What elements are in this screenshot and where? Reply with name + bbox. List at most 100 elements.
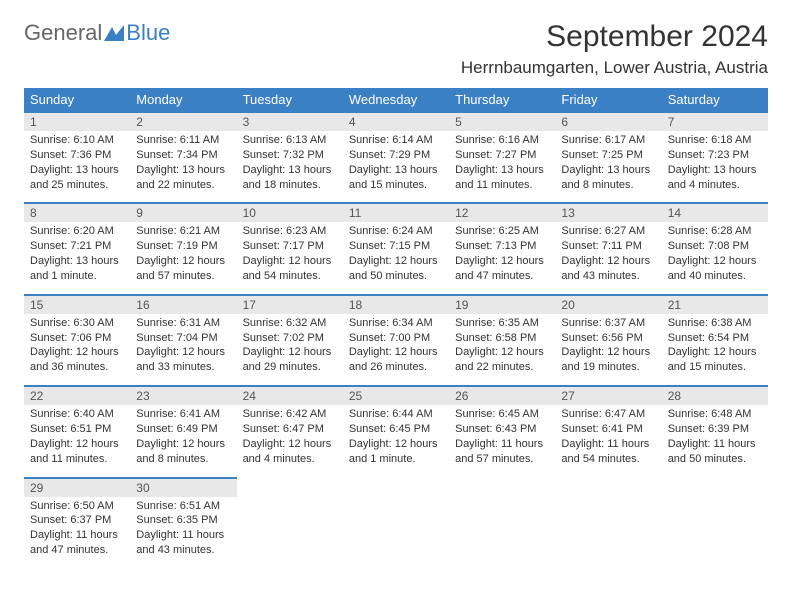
day-number: 6: [555, 113, 661, 131]
day-details: Sunrise: 6:48 AMSunset: 6:39 PMDaylight:…: [662, 405, 768, 476]
sunset-text: Sunset: 7:32 PM: [243, 148, 337, 163]
calendar-day-cell: 2Sunrise: 6:11 AMSunset: 7:34 PMDaylight…: [130, 112, 236, 203]
sunset-text: Sunset: 7:15 PM: [349, 239, 443, 254]
day-of-week-header: Wednesday: [343, 88, 449, 112]
sunrise-text: Sunrise: 6:13 AM: [243, 133, 337, 148]
title-block: September 2024 Herrnbaumgarten, Lower Au…: [461, 20, 768, 78]
day-number: 10: [237, 204, 343, 222]
daylight-text: Daylight: 12 hours and 15 minutes.: [668, 345, 762, 375]
sunset-text: Sunset: 6:43 PM: [455, 422, 549, 437]
calendar-day-cell: 10Sunrise: 6:23 AMSunset: 7:17 PMDayligh…: [237, 203, 343, 294]
sunset-text: Sunset: 6:45 PM: [349, 422, 443, 437]
day-details: Sunrise: 6:21 AMSunset: 7:19 PMDaylight:…: [130, 222, 236, 293]
daylight-text: Daylight: 13 hours and 8 minutes.: [561, 163, 655, 193]
calendar-day-cell: 1Sunrise: 6:10 AMSunset: 7:36 PMDaylight…: [24, 112, 130, 203]
daylight-text: Daylight: 12 hours and 11 minutes.: [30, 437, 124, 467]
daylight-text: Daylight: 12 hours and 54 minutes.: [243, 254, 337, 284]
day-details: Sunrise: 6:32 AMSunset: 7:02 PMDaylight:…: [237, 314, 343, 385]
sunset-text: Sunset: 6:58 PM: [455, 331, 549, 346]
header: General Blue September 2024 Herrnbaumgar…: [24, 20, 768, 78]
calendar-day-cell: 12Sunrise: 6:25 AMSunset: 7:13 PMDayligh…: [449, 203, 555, 294]
day-details: Sunrise: 6:45 AMSunset: 6:43 PMDaylight:…: [449, 405, 555, 476]
sunrise-text: Sunrise: 6:20 AM: [30, 224, 124, 239]
day-number: 21: [662, 296, 768, 314]
day-of-week-header: Monday: [130, 88, 236, 112]
day-number: 4: [343, 113, 449, 131]
day-details: Sunrise: 6:47 AMSunset: 6:41 PMDaylight:…: [555, 405, 661, 476]
sunrise-text: Sunrise: 6:37 AM: [561, 316, 655, 331]
calendar-day-cell: 30Sunrise: 6:51 AMSunset: 6:35 PMDayligh…: [130, 478, 236, 568]
day-number: 9: [130, 204, 236, 222]
calendar-week-row: 22Sunrise: 6:40 AMSunset: 6:51 PMDayligh…: [24, 386, 768, 477]
logo-text-general: General: [24, 20, 102, 46]
sunrise-text: Sunrise: 6:48 AM: [668, 407, 762, 422]
calendar-day-cell: 5Sunrise: 6:16 AMSunset: 7:27 PMDaylight…: [449, 112, 555, 203]
day-details: Sunrise: 6:20 AMSunset: 7:21 PMDaylight:…: [24, 222, 130, 293]
calendar-day-cell: 6Sunrise: 6:17 AMSunset: 7:25 PMDaylight…: [555, 112, 661, 203]
sunset-text: Sunset: 6:37 PM: [30, 513, 124, 528]
sunset-text: Sunset: 6:39 PM: [668, 422, 762, 437]
day-number: 29: [24, 479, 130, 497]
sunrise-text: Sunrise: 6:42 AM: [243, 407, 337, 422]
day-number: 2: [130, 113, 236, 131]
day-details: Sunrise: 6:37 AMSunset: 6:56 PMDaylight:…: [555, 314, 661, 385]
month-title: September 2024: [461, 20, 768, 54]
day-number: 3: [237, 113, 343, 131]
sunset-text: Sunset: 6:47 PM: [243, 422, 337, 437]
daylight-text: Daylight: 12 hours and 40 minutes.: [668, 254, 762, 284]
sunset-text: Sunset: 7:06 PM: [30, 331, 124, 346]
day-number: 28: [662, 387, 768, 405]
day-details: Sunrise: 6:42 AMSunset: 6:47 PMDaylight:…: [237, 405, 343, 476]
sunrise-text: Sunrise: 6:34 AM: [349, 316, 443, 331]
daylight-text: Daylight: 12 hours and 43 minutes.: [561, 254, 655, 284]
day-number: 20: [555, 296, 661, 314]
sunrise-text: Sunrise: 6:21 AM: [136, 224, 230, 239]
day-details: Sunrise: 6:16 AMSunset: 7:27 PMDaylight:…: [449, 131, 555, 202]
daylight-text: Daylight: 12 hours and 26 minutes.: [349, 345, 443, 375]
sunrise-text: Sunrise: 6:50 AM: [30, 499, 124, 514]
day-number: 16: [130, 296, 236, 314]
calendar-day-cell: 23Sunrise: 6:41 AMSunset: 6:49 PMDayligh…: [130, 386, 236, 477]
day-number: 12: [449, 204, 555, 222]
sunrise-text: Sunrise: 6:14 AM: [349, 133, 443, 148]
day-details: Sunrise: 6:28 AMSunset: 7:08 PMDaylight:…: [662, 222, 768, 293]
calendar-day-cell: 14Sunrise: 6:28 AMSunset: 7:08 PMDayligh…: [662, 203, 768, 294]
logo-mark-icon: [104, 25, 124, 41]
day-number: 5: [449, 113, 555, 131]
calendar-day-cell: 11Sunrise: 6:24 AMSunset: 7:15 PMDayligh…: [343, 203, 449, 294]
sunset-text: Sunset: 6:54 PM: [668, 331, 762, 346]
sunrise-text: Sunrise: 6:32 AM: [243, 316, 337, 331]
day-details: Sunrise: 6:51 AMSunset: 6:35 PMDaylight:…: [130, 497, 236, 568]
day-details: Sunrise: 6:40 AMSunset: 6:51 PMDaylight:…: [24, 405, 130, 476]
day-details: Sunrise: 6:18 AMSunset: 7:23 PMDaylight:…: [662, 131, 768, 202]
day-details: Sunrise: 6:30 AMSunset: 7:06 PMDaylight:…: [24, 314, 130, 385]
sunrise-text: Sunrise: 6:40 AM: [30, 407, 124, 422]
days-of-week-row: SundayMondayTuesdayWednesdayThursdayFrid…: [24, 88, 768, 112]
location: Herrnbaumgarten, Lower Austria, Austria: [461, 58, 768, 78]
daylight-text: Daylight: 13 hours and 15 minutes.: [349, 163, 443, 193]
day-number: 17: [237, 296, 343, 314]
daylight-text: Daylight: 13 hours and 25 minutes.: [30, 163, 124, 193]
sunset-text: Sunset: 6:56 PM: [561, 331, 655, 346]
calendar-day-cell: 29Sunrise: 6:50 AMSunset: 6:37 PMDayligh…: [24, 478, 130, 568]
day-number: 13: [555, 204, 661, 222]
day-details: Sunrise: 6:11 AMSunset: 7:34 PMDaylight:…: [130, 131, 236, 202]
daylight-text: Daylight: 13 hours and 4 minutes.: [668, 163, 762, 193]
logo-text-blue: Blue: [126, 20, 170, 46]
day-number: 15: [24, 296, 130, 314]
day-number: 23: [130, 387, 236, 405]
calendar-table: SundayMondayTuesdayWednesdayThursdayFrid…: [24, 88, 768, 568]
sunset-text: Sunset: 7:27 PM: [455, 148, 549, 163]
daylight-text: Daylight: 13 hours and 1 minute.: [30, 254, 124, 284]
calendar-day-cell: 15Sunrise: 6:30 AMSunset: 7:06 PMDayligh…: [24, 295, 130, 386]
calendar-week-row: 8Sunrise: 6:20 AMSunset: 7:21 PMDaylight…: [24, 203, 768, 294]
sunset-text: Sunset: 6:51 PM: [30, 422, 124, 437]
sunrise-text: Sunrise: 6:41 AM: [136, 407, 230, 422]
day-of-week-header: Saturday: [662, 88, 768, 112]
calendar-day-cell: 21Sunrise: 6:38 AMSunset: 6:54 PMDayligh…: [662, 295, 768, 386]
sunset-text: Sunset: 7:23 PM: [668, 148, 762, 163]
calendar-day-cell: 13Sunrise: 6:27 AMSunset: 7:11 PMDayligh…: [555, 203, 661, 294]
daylight-text: Daylight: 12 hours and 36 minutes.: [30, 345, 124, 375]
daylight-text: Daylight: 12 hours and 33 minutes.: [136, 345, 230, 375]
day-number: 11: [343, 204, 449, 222]
